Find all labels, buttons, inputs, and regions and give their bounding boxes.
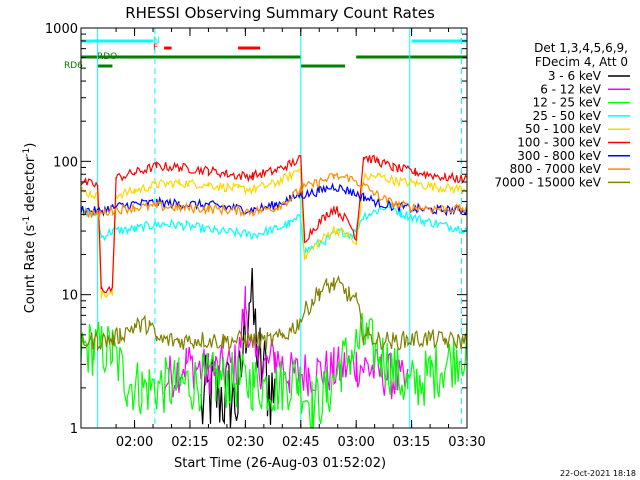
legend-label: 800 - 7000 keV [510, 162, 602, 176]
legend-label: 3 - 6 keV [548, 69, 602, 83]
footer-date: 22-Oct-2021 18:18 [560, 469, 636, 478]
series-line [80, 275, 468, 352]
series-7000-15000-kev [80, 275, 468, 352]
series-300-800-kev [80, 182, 468, 217]
legend-label: 7000 - 15000 keV [494, 175, 601, 189]
series-line [163, 286, 409, 400]
y-axis-label-mid: detector [23, 156, 38, 216]
series-25-50-kev [80, 201, 468, 256]
x-tick-label: 03:15 [393, 435, 430, 450]
series-800-7000-kev [80, 172, 468, 220]
y-axis-label-sup1: -1 [22, 216, 32, 225]
x-tick-label: 02:30 [227, 435, 264, 450]
series-line [80, 172, 468, 220]
series-6-12-kev [163, 286, 409, 400]
flag-label-n: N [153, 36, 160, 46]
y-tick-label: 100 [53, 155, 78, 170]
axis-ticks: 02:00 02:15 02:30 02:45 03:00 03:15 03:30 1 10 10… [45, 22, 486, 450]
x-tick-label: 02:15 [171, 435, 208, 450]
series-line [80, 312, 468, 430]
series-line [200, 267, 276, 429]
x-tick-label: 02:00 [116, 435, 153, 450]
legend: Det 1,3,4,5,6,9, FDecim 4, Att 0 3 - 6 k… [494, 41, 630, 189]
legend-header-line-1: Det 1,3,4,5,6,9, [534, 41, 628, 55]
x-tick-label: 03:30 [448, 435, 485, 450]
legend-label: 100 - 300 keV [517, 136, 601, 150]
series-3-6-kev [200, 267, 276, 429]
series-100-300-kev [80, 154, 468, 294]
series-line [80, 182, 468, 217]
x-axis-label: Start Time (26-Aug-03 01:52:02) [174, 456, 386, 471]
y-tick-label: 1000 [45, 22, 78, 37]
flags-layer: NF RDO RD6 [64, 36, 467, 71]
series-line [80, 201, 468, 256]
chart-title: RHESSI Observing Summary Count Rates [125, 4, 435, 22]
y-axis-label-main: Count Rate (s [23, 225, 38, 314]
legend-label: 300 - 800 keV [517, 149, 601, 163]
legend-label: 12 - 25 keV [533, 96, 602, 110]
y-axis-label: Count Rate (s-1 detector-1) [22, 143, 38, 314]
series-12-25-kev [80, 312, 468, 430]
series-layer [80, 154, 468, 430]
series-50-100-kev [80, 166, 467, 300]
plot-frame [80, 27, 468, 429]
y-tick-label: 1 [70, 422, 78, 437]
series-line [80, 154, 468, 294]
y-axis-label-end: ) [23, 143, 38, 148]
legend-label: 6 - 12 keV [540, 82, 602, 96]
flag-label-rdo: RDO [97, 52, 117, 62]
legend-label: 25 - 50 keV [533, 109, 602, 123]
legend-label: 50 - 100 keV [525, 122, 602, 136]
legend-header-line-2: FDecim 4, Att 0 [535, 55, 628, 69]
x-tick-label: 03:00 [337, 435, 374, 450]
series-line [80, 166, 467, 300]
flag-label-rd6: RD6 [64, 61, 83, 71]
x-tick-label: 02:45 [282, 435, 319, 450]
y-tick-label: 10 [61, 289, 78, 304]
y-axis-label-sup2: -1 [22, 148, 32, 157]
flag-label-f: F [153, 43, 158, 53]
